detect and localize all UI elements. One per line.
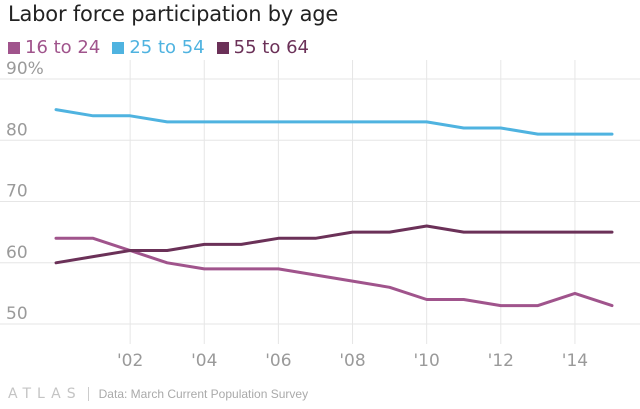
legend-label: 55 to 64 [233,37,309,58]
legend-swatch [112,41,125,54]
source-note: Data: March Current Population Survey [98,387,309,401]
line-chart: 90% 80 70 60 50 '02 '04 '06 '08 '10 '12 '14 [0,59,640,371]
atlas-logo[interactable]: ATLAS [8,386,82,402]
x-tick-label: '04 [191,351,217,371]
x-tick-label: '12 [488,351,514,371]
legend-item: 55 to 64 [216,37,309,58]
legend-label: 25 to 54 [129,37,205,58]
y-tick-label: 60 [6,243,28,263]
series-line [54,224,614,265]
legend-swatch [8,41,20,54]
y-tick-label: 70 [6,182,28,202]
legend: 16 to 24 25 to 54 55 to 64 [8,37,309,58]
x-tick-label: '10 [414,351,440,371]
footer-divider [87,387,89,401]
legend-swatch [216,41,229,54]
x-tick-label: '06 [265,351,291,371]
x-tick-label: '14 [562,351,588,371]
x-tick-label: '02 [117,351,143,371]
legend-item: 25 to 54 [112,37,205,58]
series-line [54,236,614,308]
legend-item: 16 to 24 [8,37,100,58]
y-tick-label: 90% [6,59,44,79]
footer: ATLAS Data: March Current Population Sur… [8,386,308,402]
y-tick-label: 50 [6,304,28,324]
chart-title: Labor force participation by age [8,2,339,26]
legend-label: 16 to 24 [25,37,101,58]
x-tick-label: '08 [339,351,365,371]
series-line [54,108,614,136]
y-tick-label: 80 [6,120,28,140]
